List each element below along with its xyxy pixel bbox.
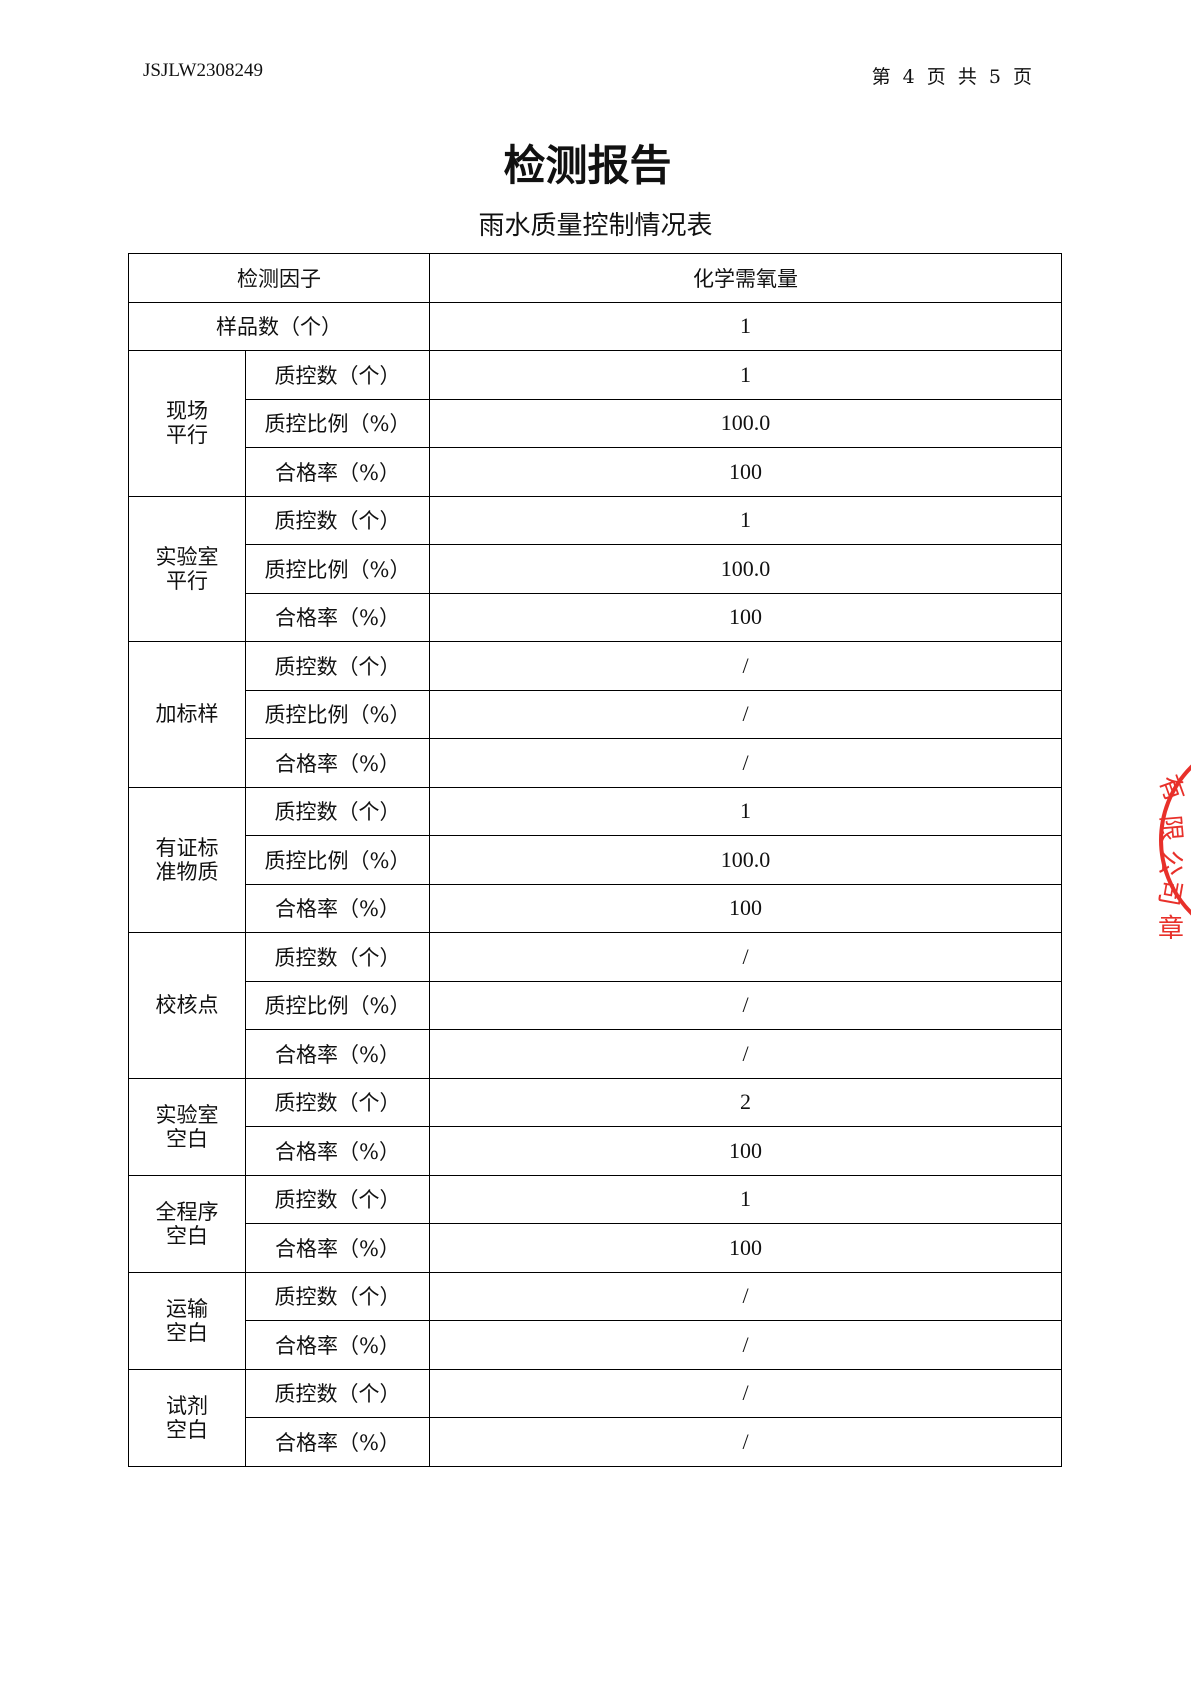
- sample-value: 1: [429, 301, 1062, 351]
- qc-metric-value: 1: [429, 1174, 1062, 1224]
- qc-metric-label: 质控比例（%）: [245, 689, 430, 739]
- seal-ring: [1159, 764, 1191, 916]
- qc-metric-value: 100: [429, 1223, 1062, 1273]
- table-row: 质控比例（%） /: [129, 980, 1062, 1030]
- table-row: 有证标 准物质 质控数（个） 1: [128, 786, 1062, 933]
- qc-metric-value: 2: [429, 1077, 1062, 1127]
- qc-category: 实验室 平行: [128, 495, 246, 642]
- qc-metric-value: /: [429, 980, 1062, 1030]
- qc-metric-value: 100.0: [429, 398, 1062, 448]
- factor-label: 检测因子: [128, 253, 430, 303]
- table-row: 实验室 空白 质控数（个） 2: [128, 1077, 1062, 1176]
- qc-metric-value: 100: [429, 447, 1062, 497]
- qc-category: 校核点: [128, 932, 246, 1079]
- qc-metric-value: 100.0: [429, 835, 1062, 885]
- qc-category: 全程序 空白: [128, 1174, 246, 1273]
- qc-metric-label: 质控数（个）: [245, 1077, 430, 1127]
- qc-metric-label: 合格率（%）: [245, 447, 430, 497]
- qc-metric-label: 合格率（%）: [245, 738, 430, 788]
- qc-metric-label: 质控数（个）: [245, 932, 430, 982]
- qc-metric-value: /: [429, 641, 1062, 691]
- qc-metric-value: /: [429, 738, 1062, 788]
- table-row: 合格率（%） 100: [129, 1223, 1062, 1273]
- table-row: 检测因子 化学需氧量: [128, 253, 1062, 303]
- table-row: 运输 空白 质控数（个） /: [128, 1271, 1062, 1370]
- qc-metric-value: /: [429, 1271, 1062, 1321]
- svg-text:司: 司: [1152, 877, 1186, 908]
- sample-label: 样品数（个）: [128, 301, 430, 351]
- factor-value: 化学需氧量: [429, 253, 1062, 303]
- qc-metric-label: 质控比例（%）: [245, 398, 430, 448]
- qc-metric-label: 合格率（%）: [245, 1417, 430, 1467]
- qc-metric-label: 质控数（个）: [245, 1368, 430, 1418]
- table-row: 合格率（%） /: [129, 1417, 1062, 1467]
- qc-metric-label: 合格率（%）: [245, 1320, 430, 1370]
- qc-metric-label: 合格率（%）: [245, 1126, 430, 1176]
- qc-category: 实验室 空白: [128, 1077, 246, 1176]
- page-title: 检测报告: [503, 141, 672, 190]
- table-row: 质控比例（%） /: [129, 689, 1062, 739]
- seal-text: 有 限 公 司 章: [1152, 771, 1189, 944]
- qc-metric-label: 质控数（个）: [245, 1271, 430, 1321]
- qc-category: 加标样: [128, 641, 246, 788]
- qc-metric-label: 合格率（%）: [245, 592, 430, 642]
- table-row: 合格率（%） 100: [129, 1126, 1062, 1176]
- qc-metric-value: /: [429, 1417, 1062, 1467]
- svg-text:章: 章: [1158, 914, 1184, 944]
- qc-metric-value: /: [429, 1029, 1062, 1079]
- qc-metric-value: /: [429, 932, 1062, 982]
- company-seal: 有 限 公 司 章: [1152, 764, 1191, 944]
- table-row: 样品数（个） 1: [128, 301, 1062, 351]
- qc-metric-value: /: [429, 1368, 1062, 1418]
- table-row: 合格率（%） 100: [129, 447, 1062, 497]
- qc-metric-value: /: [429, 1320, 1062, 1370]
- qc-metric-label: 质控数（个）: [245, 641, 430, 691]
- page-info: 第 4 页 共 5 页: [871, 66, 1035, 88]
- table-row: 合格率（%） 100: [129, 592, 1062, 642]
- table-row: 合格率（%） /: [129, 738, 1062, 788]
- qc-category: 现场 平行: [128, 350, 246, 497]
- qc-metric-value: 1: [429, 495, 1062, 545]
- table-row: 质控比例（%） 100.0: [129, 544, 1062, 594]
- qc-metric-label: 质控数（个）: [245, 350, 430, 400]
- qc-metric-label: 合格率（%）: [245, 1029, 430, 1079]
- qc-metric-label: 质控数（个）: [245, 495, 430, 545]
- table-row: 加标样 质控数（个） /: [128, 641, 1062, 788]
- qc-category: 有证标 准物质: [128, 786, 246, 933]
- qc-category: 运输 空白: [128, 1271, 246, 1370]
- table-row: 试剂 空白 质控数（个） /: [128, 1368, 1062, 1467]
- table-row: 现场 平行 质控数（个） 1: [128, 350, 1062, 497]
- table-row: 合格率（%） /: [129, 1029, 1062, 1079]
- table-title: 雨水质量控制情况表: [478, 211, 713, 241]
- table-row: 实验室 平行 质控数（个） 1: [128, 495, 1062, 642]
- qc-metric-value: /: [429, 689, 1062, 739]
- qc-metric-value: 100.0: [429, 544, 1062, 594]
- svg-text:公: 公: [1154, 849, 1186, 878]
- qc-metric-label: 质控数（个）: [245, 1174, 430, 1224]
- qc-metric-value: 100: [429, 1126, 1062, 1176]
- table-row: 合格率（%） 100: [129, 883, 1062, 933]
- qc-metric-label: 质控比例（%）: [245, 544, 430, 594]
- qc-metric-value: 100: [429, 592, 1062, 642]
- qc-metric-label: 质控比例（%）: [245, 835, 430, 885]
- table-row: 质控比例（%） 100.0: [129, 835, 1062, 885]
- qc-metric-value: 100: [429, 883, 1062, 933]
- table-row: 校核点 质控数（个） /: [128, 932, 1062, 1079]
- qc-metric-value: 1: [429, 350, 1062, 400]
- table-row: 合格率（%） /: [129, 1320, 1062, 1370]
- qc-category: 试剂 空白: [128, 1368, 246, 1467]
- table-row: 质控比例（%） 100.0: [129, 398, 1062, 448]
- table-row: 全程序 空白 质控数（个） 1: [128, 1174, 1062, 1273]
- qc-metric-label: 质控数（个）: [245, 786, 430, 836]
- qc-metric-label: 质控比例（%）: [245, 980, 430, 1030]
- qc-metric-label: 合格率（%）: [245, 883, 430, 933]
- quality-control-table: 检测因子 化学需氧量 样品数（个） 1 现场 平行 质控数（个） 1 质控比例（%） 1…: [128, 253, 1062, 1467]
- qc-metric-label: 合格率（%）: [245, 1223, 430, 1273]
- report-number: JSJLW2308249: [143, 60, 263, 81]
- svg-text:限: 限: [1154, 814, 1186, 843]
- qc-metric-value: 1: [429, 786, 1062, 836]
